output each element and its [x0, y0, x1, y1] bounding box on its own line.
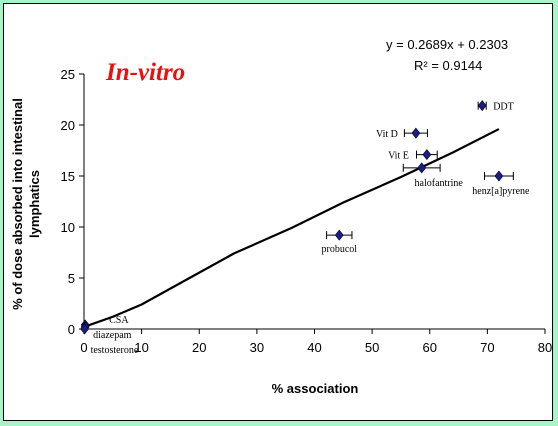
scatter-chart: 0 10 20 30 40 50 60 70 80 0 5 10 15 20 25 CSA diazepam t…: [10, 37, 552, 396]
y-tick-label: 25: [61, 67, 75, 82]
point-probucol: [334, 229, 344, 241]
point-halofantrine: [417, 162, 427, 174]
r-squared: R² = 0.9144: [414, 58, 482, 73]
data-points: CSA diazepam testosterone probucol halofantr…: [80, 100, 530, 356]
y-tick-label: 5: [68, 271, 75, 286]
point-label-vit-d: Vit D: [376, 129, 398, 140]
y-tick-label: 0: [68, 322, 75, 337]
x-tick-label: 40: [307, 340, 321, 355]
y-axis-title-line-2: lymphatics: [27, 170, 42, 238]
axes: [79, 73, 546, 334]
x-tick-label: 20: [192, 340, 206, 355]
trendline: [83, 128, 500, 328]
point-label-halofantrine: halofantrine: [415, 178, 464, 189]
point-label-henz-a-pyrene: henz[a]pyrene: [472, 186, 530, 197]
x-axis-title: % association: [272, 381, 359, 396]
regression-equation: y = 0.2689x + 0.2303: [386, 37, 508, 52]
tick-labels: 0 10 20 30 40 50 60 70 80 0 5 10 15 20 25: [61, 67, 552, 355]
point-label-csa: CSA: [109, 315, 129, 326]
x-tick-label: 10: [134, 340, 148, 355]
x-tick-label: 0: [80, 340, 87, 355]
x-tick-label: 70: [480, 340, 494, 355]
chart-frame: 0 10 20 30 40 50 60 70 80 0 5 10 15 20 25 CSA diazepam t…: [3, 3, 553, 421]
point-ddt: [477, 100, 487, 112]
y-tick-label: 15: [61, 169, 75, 184]
point-vit-d: [411, 127, 421, 139]
point-label-diazepam: diazepam: [93, 330, 132, 341]
point-henz-a-pyrene: [494, 170, 504, 182]
y-tick-label: 10: [61, 220, 75, 235]
x-tick-label: 50: [365, 340, 379, 355]
y-tick-label: 20: [61, 118, 75, 133]
y-axis-title-line-1: % of dose absorbed into intestinal: [10, 98, 25, 310]
point-vit-e: [422, 149, 432, 161]
x-tick-label: 60: [423, 340, 437, 355]
point-testosterone: [80, 323, 89, 335]
point-label-vit-e: Vit E: [388, 151, 409, 162]
point-label-testosterone: testosterone: [91, 345, 139, 356]
chart-title: In-vitro: [105, 59, 185, 86]
point-label-ddt: DDT: [493, 102, 514, 113]
point-label-probucol: probucol: [322, 244, 358, 255]
x-tick-label: 80: [538, 340, 552, 355]
x-tick-label: 30: [250, 340, 264, 355]
